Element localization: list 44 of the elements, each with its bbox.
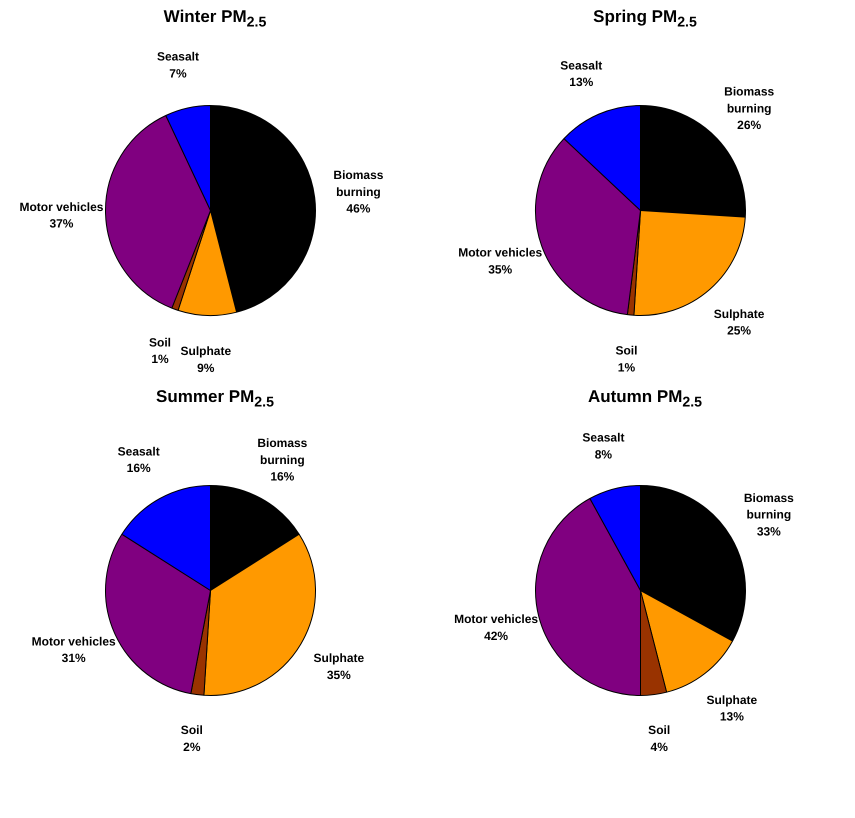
data-label: 16% bbox=[270, 470, 295, 484]
chart-title: Spring PM$_{2.5}$ bbox=[592, 6, 698, 32]
data-label: 16% bbox=[126, 461, 152, 476]
slice-label: Seasalt bbox=[582, 430, 624, 445]
data-label: 42% bbox=[484, 628, 508, 643]
chart-title: Summer PM$_{2.5}$ bbox=[155, 386, 275, 412]
slice-label: Soil bbox=[648, 723, 670, 738]
slice-label: Sulphate bbox=[314, 651, 364, 665]
slice-label: Biomass burning bbox=[257, 436, 308, 467]
data-label: 13% bbox=[569, 75, 594, 90]
slice-label: Motor vehicles bbox=[19, 200, 104, 214]
data-label: 7% bbox=[169, 66, 187, 80]
data-label: 4% bbox=[650, 740, 668, 754]
data-label: 13% bbox=[720, 710, 744, 724]
data-label: 8% bbox=[594, 447, 612, 462]
data-label: 2% bbox=[183, 740, 201, 754]
slice-label: Soil bbox=[180, 723, 203, 738]
slice-label: Seasalt bbox=[156, 50, 199, 64]
data-label: 35% bbox=[326, 668, 352, 682]
slice-label: Biomass burning bbox=[744, 490, 794, 522]
data-label: 37% bbox=[49, 216, 74, 231]
slice-label: Seasalt bbox=[560, 58, 602, 72]
data-label: 46% bbox=[346, 202, 371, 216]
data-label: 9% bbox=[197, 360, 215, 375]
slice-label: Motor vehicles bbox=[454, 612, 538, 626]
slice-label: Biomass burning bbox=[724, 84, 775, 116]
slice-label: Seasalt bbox=[118, 444, 160, 458]
slice-label: Sulphate bbox=[180, 344, 232, 358]
data-label: 35% bbox=[488, 262, 513, 276]
data-label: 31% bbox=[62, 651, 86, 666]
slice-label: Soil bbox=[148, 335, 172, 350]
data-label: 1% bbox=[618, 360, 636, 374]
data-label: 26% bbox=[737, 118, 762, 132]
slice-label: Motor vehicles bbox=[32, 634, 116, 648]
slice-label: Sulphate bbox=[714, 306, 765, 321]
slice-label: Sulphate bbox=[706, 692, 758, 707]
slice-label: Motor vehicles bbox=[458, 246, 543, 260]
data-label: 25% bbox=[727, 324, 752, 338]
chart-title: Autumn PM$_{2.5}$ bbox=[586, 386, 704, 412]
slice-label: Biomass burning bbox=[333, 168, 384, 199]
data-label: 33% bbox=[756, 524, 782, 538]
chart-title: Winter PM$_{2.5}$ bbox=[162, 6, 268, 32]
data-label: 1% bbox=[151, 352, 169, 366]
slice-label: Soil bbox=[615, 344, 638, 358]
